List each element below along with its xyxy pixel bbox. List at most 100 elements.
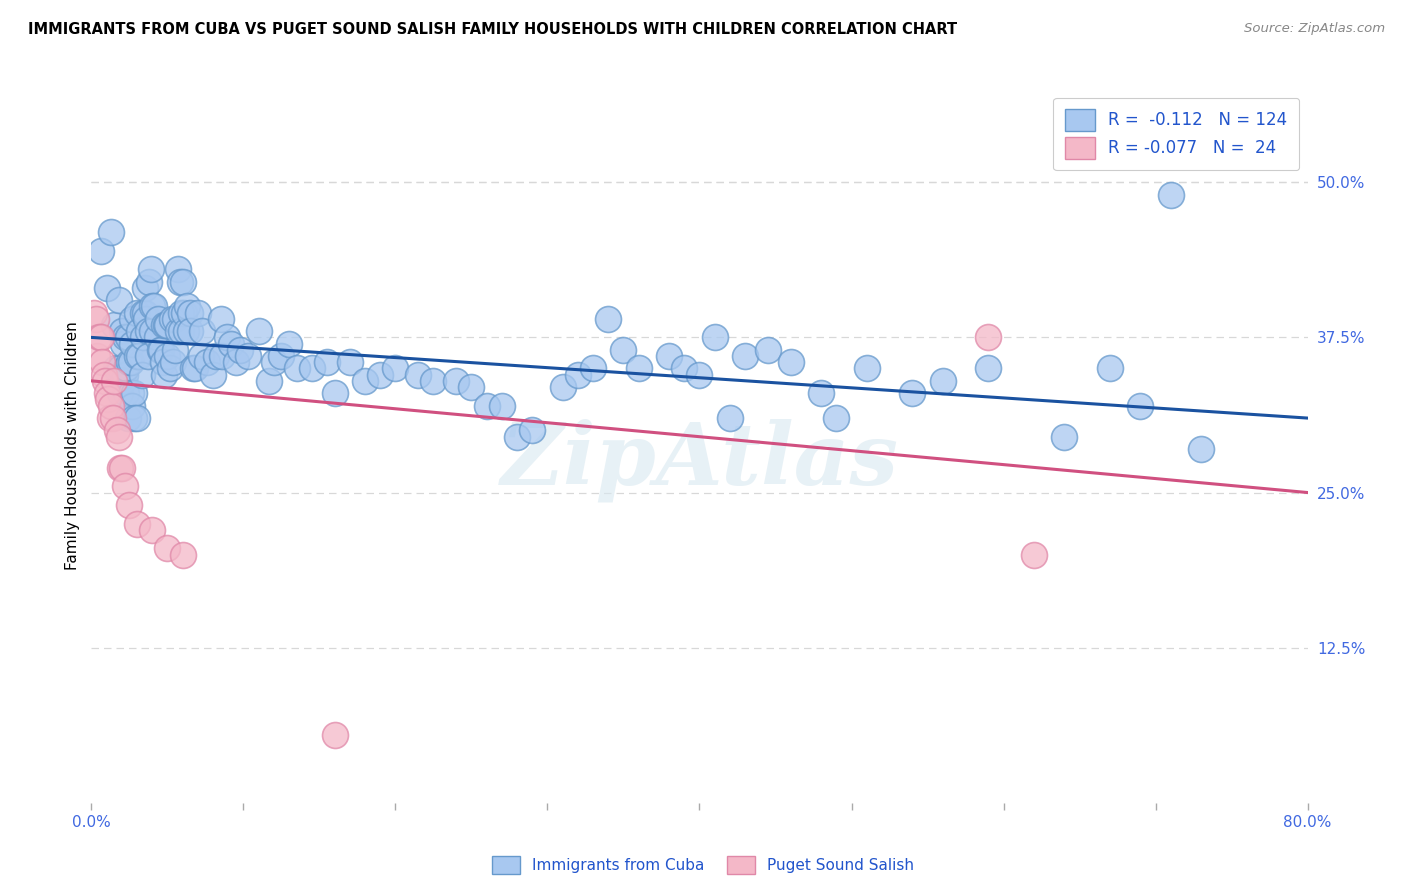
Point xyxy=(136,349,159,363)
Point xyxy=(155,318,177,332)
Point xyxy=(153,368,176,382)
Point xyxy=(167,262,190,277)
Point xyxy=(688,368,710,382)
Point xyxy=(156,541,179,556)
Point xyxy=(153,318,176,332)
Point xyxy=(160,311,183,326)
Point xyxy=(173,305,195,319)
Point xyxy=(125,305,148,319)
Point xyxy=(169,275,191,289)
Point xyxy=(703,330,725,344)
Point xyxy=(673,361,696,376)
Point xyxy=(96,281,118,295)
Point xyxy=(195,355,218,369)
Point xyxy=(491,399,513,413)
Point xyxy=(1022,548,1045,562)
Point xyxy=(167,324,190,338)
Point xyxy=(187,305,209,319)
Point xyxy=(139,262,162,277)
Point xyxy=(105,424,128,438)
Point xyxy=(278,336,301,351)
Point xyxy=(114,330,136,344)
Point xyxy=(301,361,323,376)
Point xyxy=(87,330,110,344)
Point xyxy=(156,318,179,332)
Point xyxy=(103,374,125,388)
Point xyxy=(215,330,238,344)
Point xyxy=(94,374,117,388)
Point xyxy=(209,311,232,326)
Point xyxy=(1098,361,1121,376)
Legend: Immigrants from Cuba, Puget Sound Salish: Immigrants from Cuba, Puget Sound Salish xyxy=(486,850,920,880)
Point xyxy=(125,411,148,425)
Point xyxy=(112,374,135,388)
Point xyxy=(202,368,225,382)
Point xyxy=(259,374,281,388)
Point xyxy=(118,355,141,369)
Point xyxy=(121,311,143,326)
Point xyxy=(247,324,270,338)
Y-axis label: Family Households with Children: Family Households with Children xyxy=(65,322,80,570)
Legend: R =  -0.112   N = 124, R = -0.077   N =  24: R = -0.112 N = 124, R = -0.077 N = 24 xyxy=(1053,97,1299,170)
Point xyxy=(172,275,194,289)
Point xyxy=(931,374,953,388)
Point xyxy=(132,305,155,319)
Point xyxy=(122,386,145,401)
Point xyxy=(89,244,111,258)
Point xyxy=(354,374,377,388)
Point xyxy=(229,343,252,357)
Point xyxy=(825,411,848,425)
Point xyxy=(176,299,198,313)
Point xyxy=(115,361,138,376)
Point xyxy=(128,349,150,363)
Point xyxy=(1160,187,1182,202)
Point xyxy=(582,361,605,376)
Point xyxy=(444,374,467,388)
Point xyxy=(551,380,574,394)
Point xyxy=(323,727,346,741)
Point xyxy=(89,330,111,344)
Point xyxy=(263,355,285,369)
Point xyxy=(475,399,498,413)
Point xyxy=(567,368,589,382)
Point xyxy=(115,386,138,401)
Point xyxy=(125,516,148,531)
Point xyxy=(117,411,139,425)
Point xyxy=(174,324,197,338)
Point xyxy=(163,311,186,326)
Point xyxy=(422,374,444,388)
Point xyxy=(112,336,135,351)
Point xyxy=(627,361,650,376)
Point xyxy=(121,336,143,351)
Point xyxy=(98,411,121,425)
Point xyxy=(100,399,122,413)
Point xyxy=(323,386,346,401)
Point xyxy=(734,349,756,363)
Point xyxy=(141,324,163,338)
Point xyxy=(191,324,214,338)
Text: ZipAtlas: ZipAtlas xyxy=(501,418,898,502)
Point xyxy=(93,368,115,382)
Point xyxy=(236,349,259,363)
Point xyxy=(131,368,153,382)
Point xyxy=(104,361,127,376)
Point xyxy=(225,355,247,369)
Point xyxy=(125,349,148,363)
Point xyxy=(598,311,620,326)
Point xyxy=(184,361,207,376)
Point xyxy=(110,386,132,401)
Point xyxy=(142,299,165,313)
Point xyxy=(110,361,132,376)
Point xyxy=(810,386,832,401)
Point xyxy=(118,498,141,512)
Point xyxy=(205,349,228,363)
Point xyxy=(384,361,406,376)
Point xyxy=(163,343,186,357)
Point xyxy=(506,430,529,444)
Point xyxy=(141,523,163,537)
Point xyxy=(122,411,145,425)
Point xyxy=(718,411,741,425)
Text: IMMIGRANTS FROM CUBA VS PUGET SOUND SALISH FAMILY HOUSEHOLDS WITH CHILDREN CORRE: IMMIGRANTS FROM CUBA VS PUGET SOUND SALI… xyxy=(28,22,957,37)
Point xyxy=(285,361,308,376)
Point xyxy=(138,275,160,289)
